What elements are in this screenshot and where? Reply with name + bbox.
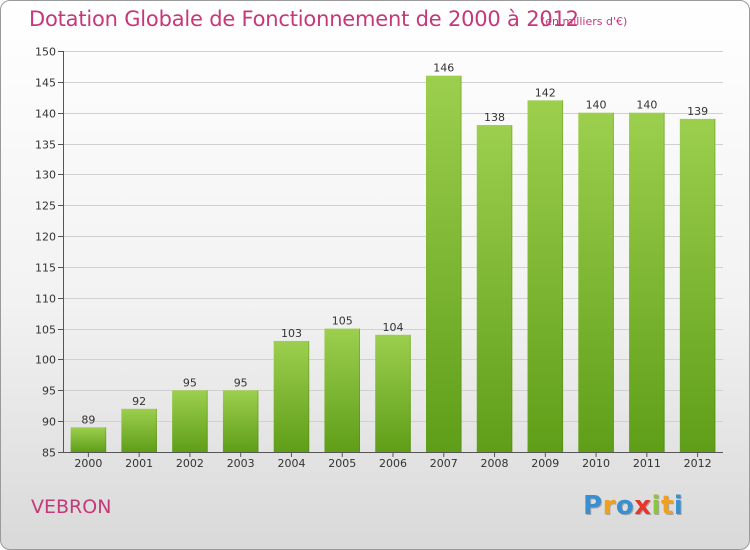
y-tick-label: 85 — [42, 447, 56, 460]
bar-edge — [359, 328, 360, 452]
chart-title: Dotation Globale de Fonctionnement de 20… — [29, 7, 579, 31]
bar — [273, 340, 310, 452]
bar-edge — [155, 408, 157, 452]
x-tick-label: 2000 — [74, 457, 102, 470]
y-tick-label: 135 — [35, 139, 56, 152]
bar-value-label: 92 — [132, 395, 146, 408]
proxiti-logo: Proxiti — [583, 491, 683, 521]
bar-edge — [714, 118, 716, 452]
logo-letter: x — [634, 491, 652, 521]
bar-edge — [663, 112, 665, 452]
bar — [679, 118, 716, 452]
bar-edge — [257, 390, 259, 452]
bar-value-label: 142 — [535, 86, 556, 99]
logo-letter: r — [602, 491, 616, 521]
bar-value-label: 95 — [234, 376, 248, 389]
y-tick-label: 140 — [35, 108, 56, 121]
axes: 85 90 95 100 105 110 115 120 125 130 135 140 145 150 2… — [35, 46, 723, 470]
commune-name: VEBRON — [31, 496, 112, 518]
y-tick-label: 145 — [35, 77, 56, 90]
y-tick-label: 130 — [35, 169, 56, 182]
bar-edge — [409, 334, 411, 452]
bar-value-label: 104 — [383, 321, 404, 334]
bar-edge — [612, 112, 614, 452]
bar-edge — [105, 427, 107, 452]
y-tick-label: 100 — [35, 354, 56, 367]
bar-value-label: 139 — [687, 105, 708, 118]
y-tick-label: 115 — [35, 262, 56, 275]
bar-edge — [206, 390, 208, 452]
y-tick-label: 125 — [35, 200, 56, 213]
chart-unit: (en milliers d'€) — [541, 15, 628, 28]
bar-edge — [511, 125, 513, 453]
y-tick-label: 105 — [35, 324, 56, 337]
bar — [578, 112, 614, 452]
bar — [121, 408, 157, 452]
x-tick-label: 2002 — [176, 457, 204, 470]
y-tick-label: 150 — [35, 46, 56, 59]
y-tick-label: 90 — [42, 416, 56, 429]
x-tick-label: 2007 — [430, 457, 458, 470]
x-tick-label: 2006 — [379, 457, 407, 470]
x-tick-label: 2008 — [481, 457, 509, 470]
bar — [476, 125, 513, 453]
bar-value-label: 103 — [281, 327, 302, 340]
bar-value-label: 140 — [636, 99, 657, 112]
bar — [324, 328, 360, 452]
logo-letter: t — [660, 491, 674, 521]
bar-edge — [562, 100, 564, 452]
bar-value-label: 89 — [81, 413, 95, 426]
logo-letter: i — [673, 491, 684, 521]
x-tick-label: 2011 — [633, 457, 661, 470]
value-labels: 89 92 95 95 103 105 104 146 138 142 140 140 139 — [81, 62, 708, 427]
y-tick-label: 110 — [35, 293, 56, 306]
bar — [527, 100, 564, 452]
y-tick-label: 120 — [35, 231, 56, 244]
logo-letter: o — [615, 491, 635, 521]
bar-edge — [308, 340, 310, 452]
bar — [375, 334, 411, 452]
logo-letter: P — [583, 491, 603, 521]
bar-value-label: 95 — [183, 376, 197, 389]
logo-letter: i — [651, 491, 661, 521]
bar-value-label: 146 — [433, 62, 454, 75]
x-tick-label: 2010 — [582, 457, 610, 470]
x-tick-label: 2005 — [328, 457, 356, 470]
bar-edge — [460, 75, 462, 452]
bar-value-label: 140 — [586, 99, 607, 112]
x-tick-label: 2012 — [684, 457, 712, 470]
x-tick-label: 2009 — [531, 457, 559, 470]
x-tick-label: 2004 — [277, 457, 305, 470]
bar — [70, 427, 107, 452]
bar — [222, 390, 259, 452]
bar — [629, 112, 665, 452]
x-tick-label: 2001 — [125, 457, 153, 470]
bars — [70, 75, 716, 453]
y-tick-label: 95 — [42, 385, 56, 398]
bar-value-label: 105 — [332, 315, 353, 328]
bar — [426, 75, 462, 452]
bar — [172, 390, 208, 452]
x-tick-label: 2003 — [227, 457, 255, 470]
bar-value-label: 138 — [484, 111, 505, 124]
